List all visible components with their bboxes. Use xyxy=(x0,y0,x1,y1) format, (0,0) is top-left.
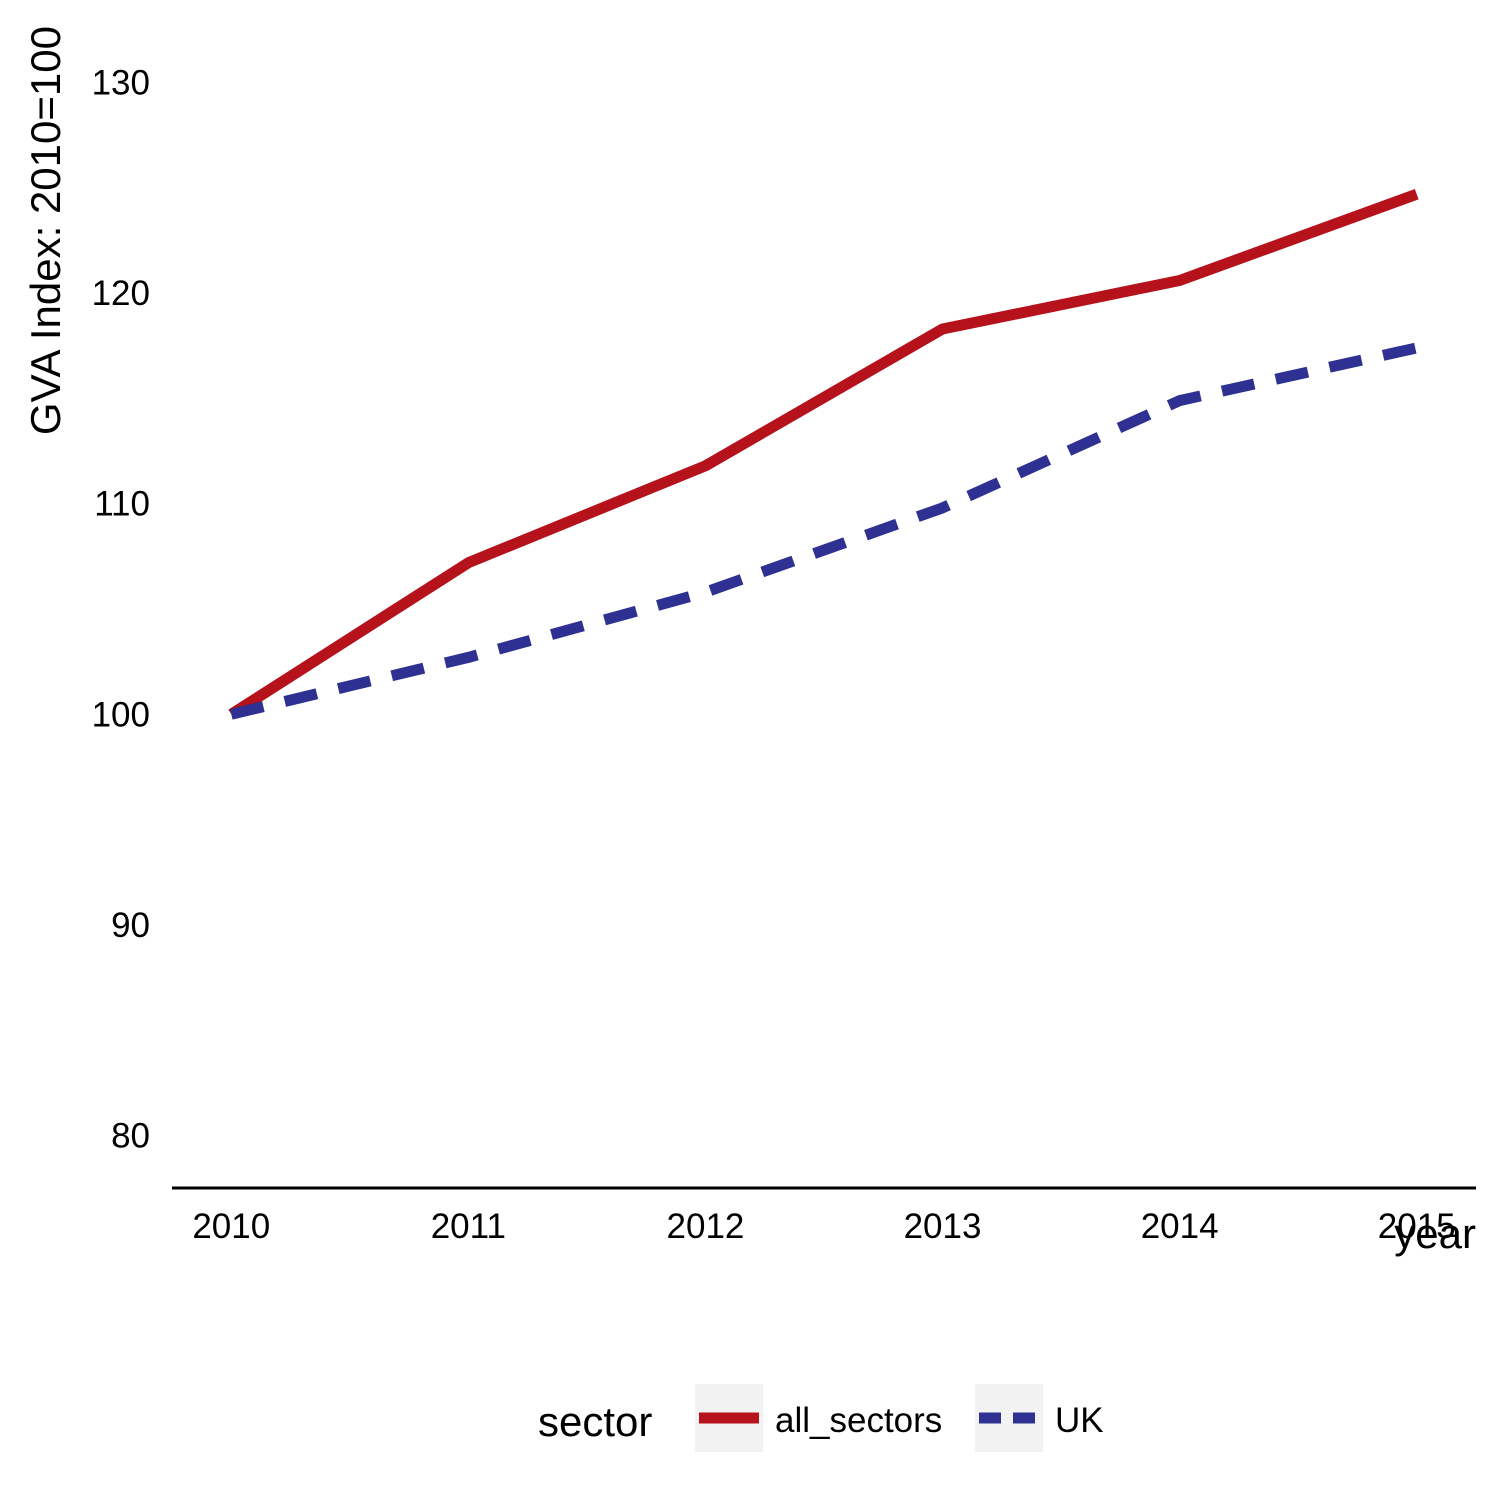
legend-label: UK xyxy=(1055,1401,1104,1440)
x-tick-labels: 2010 2011 2012 2013 2014 2015 xyxy=(192,1207,1455,1246)
x-tick-label: 2015 xyxy=(1378,1207,1456,1246)
y-tick-label: 100 xyxy=(92,695,150,734)
x-tick-label: 2012 xyxy=(667,1207,745,1246)
y-tick-label: 130 xyxy=(92,64,150,103)
y-tick-labels: 80 90 100 110 120 130 xyxy=(92,64,150,1156)
legend-label: all_sectors xyxy=(775,1401,942,1440)
legend-item: all_sectors xyxy=(695,1384,942,1452)
legend-title: sector xyxy=(538,1398,652,1445)
y-axis-title: GVA Index: 2010=100 xyxy=(22,26,69,435)
plot-area xyxy=(228,189,1419,720)
legend-items: all_sectors UK xyxy=(695,1384,1104,1452)
legend-item: UK xyxy=(975,1384,1104,1452)
series-line-all-sectors xyxy=(228,189,1419,719)
y-tick-label: 110 xyxy=(94,485,150,524)
series-line-uk xyxy=(230,342,1418,720)
y-tick-label: 80 xyxy=(111,1116,150,1155)
x-tick-label: 2010 xyxy=(192,1207,270,1246)
x-axis-title: year xyxy=(1394,1210,1476,1257)
x-tick-label: 2011 xyxy=(431,1207,506,1246)
x-tick-label: 2013 xyxy=(904,1207,982,1246)
legend: sector all_sectors UK xyxy=(538,1384,1104,1452)
y-tick-label: 120 xyxy=(92,274,150,313)
x-tick-label: 2014 xyxy=(1141,1207,1219,1246)
y-tick-label: 90 xyxy=(111,906,150,945)
